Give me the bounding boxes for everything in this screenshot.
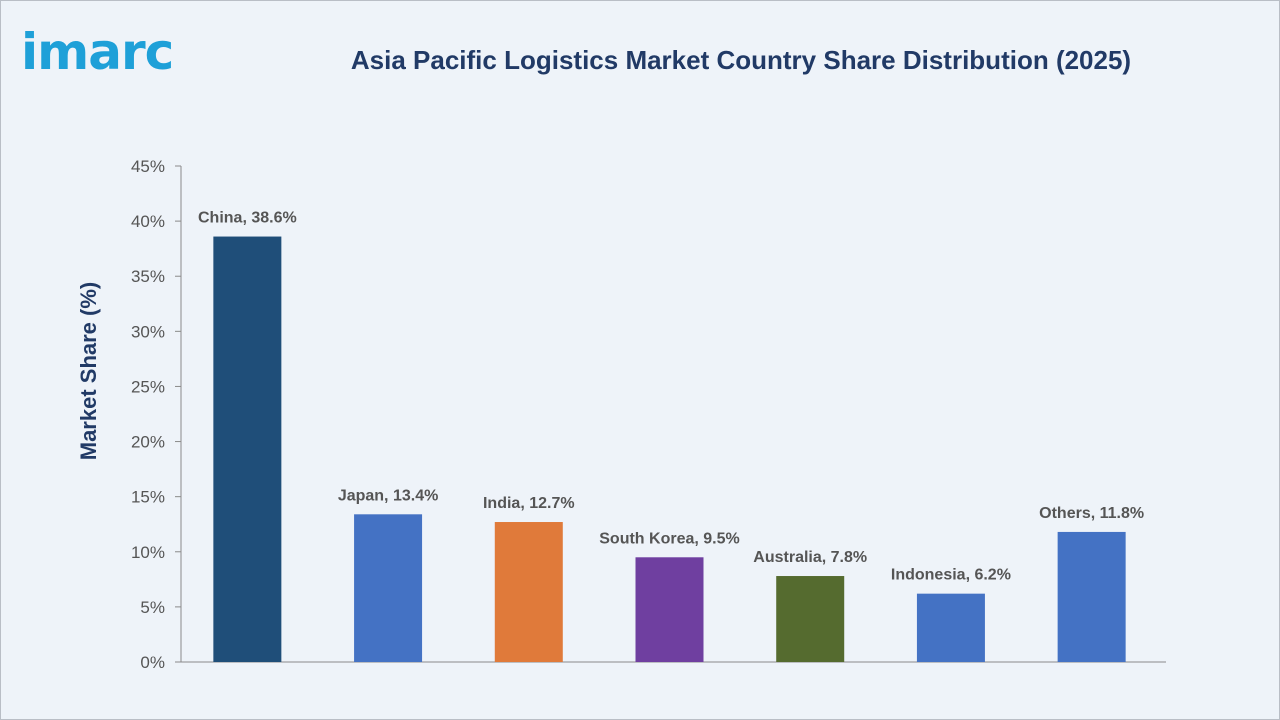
data-label: India, 12.7% — [483, 495, 575, 512]
bar-china — [213, 236, 282, 662]
data-label: China, 38.6% — [198, 210, 297, 227]
y-tick-label: 45% — [131, 157, 165, 176]
data-label: Indonesia, 6.2% — [891, 567, 1011, 584]
data-label: Australia, 7.8% — [753, 549, 867, 566]
bar-japan — [354, 514, 423, 662]
y-tick-label: 40% — [131, 212, 165, 231]
bar-australia — [776, 576, 845, 662]
y-tick-label: 25% — [131, 377, 165, 396]
data-label: Others, 11.8% — [1039, 505, 1144, 522]
imarc-logo: imarc — [21, 23, 174, 81]
bar-south-korea — [635, 557, 704, 662]
bar-indonesia — [916, 593, 985, 662]
y-tick-label: 30% — [131, 322, 165, 341]
y-tick-label: 35% — [131, 267, 165, 286]
bar-india — [494, 522, 563, 662]
y-tick-label: 0% — [140, 653, 165, 672]
y-tick-label: 20% — [131, 433, 165, 452]
y-tick-label: 10% — [131, 543, 165, 562]
data-label: Japan, 13.4% — [338, 487, 439, 504]
bar-others — [1057, 531, 1126, 662]
data-label: South Korea, 9.5% — [599, 530, 739, 547]
chart-title: Asia Pacific Logistics Market Country Sh… — [350, 45, 1132, 75]
y-tick-label: 15% — [131, 488, 165, 507]
y-tick-label: 5% — [140, 598, 165, 617]
